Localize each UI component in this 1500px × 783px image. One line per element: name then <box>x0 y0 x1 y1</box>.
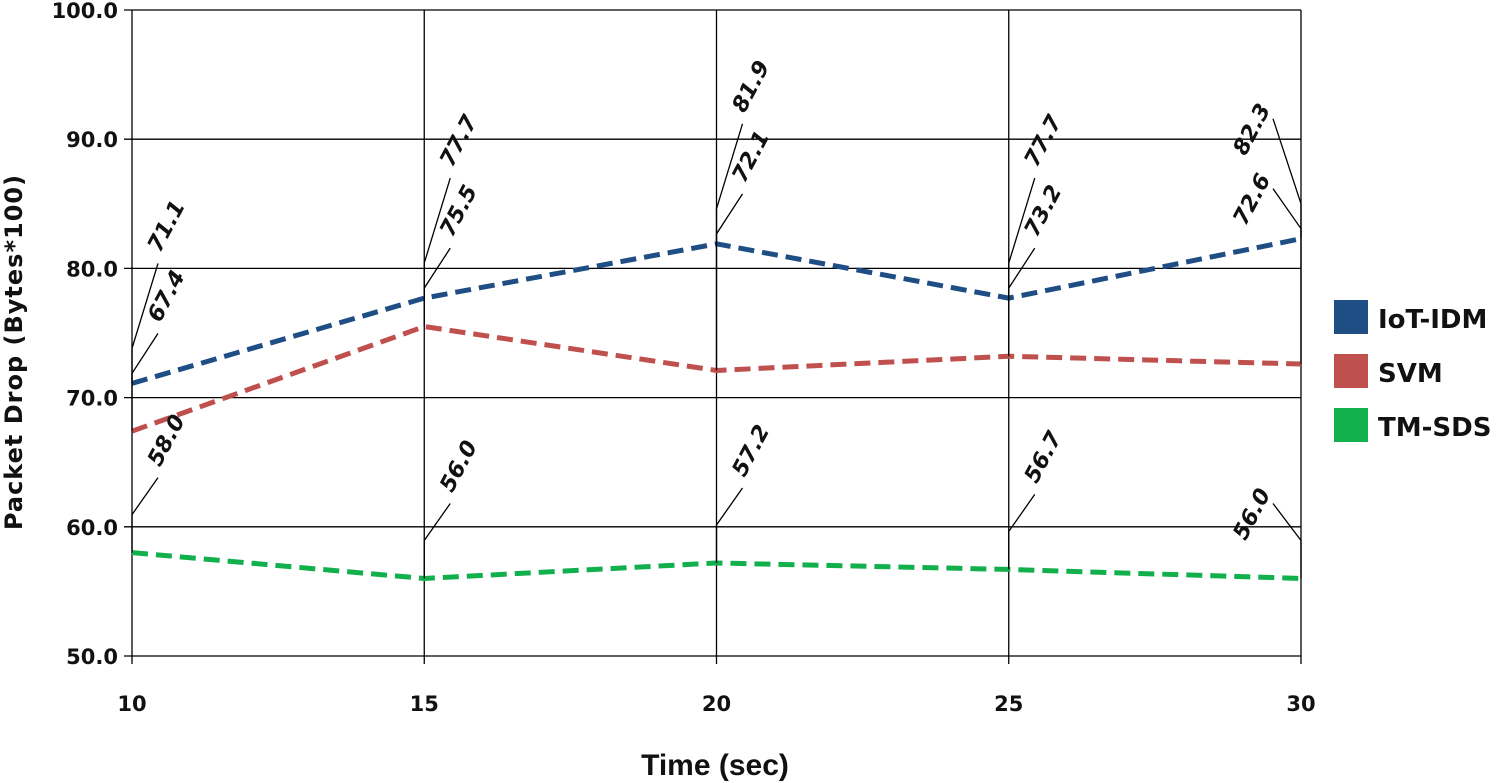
data-label-iot-idm: 77.7 <box>1020 111 1068 171</box>
y-tick-label: 100.0 <box>52 0 118 23</box>
data-label-svm: 73.2 <box>1020 181 1068 241</box>
data-label-tm-sds: 56.0 <box>435 437 483 497</box>
data-label-leader <box>1008 177 1036 299</box>
legend-swatch-iot-idm <box>1334 300 1368 334</box>
data-label-leader <box>423 177 451 299</box>
data-label-leader <box>1272 503 1302 579</box>
data-label-iot-idm: 82.3 <box>1229 100 1277 160</box>
data-label-svm: 67.4 <box>143 267 191 327</box>
y-tick-label: 70.0 <box>66 387 118 411</box>
data-label-leader <box>715 193 744 371</box>
legend-swatch-tm-sds <box>1334 408 1368 442</box>
data-label-tm-sds: 56.0 <box>1229 485 1277 545</box>
data-label-leader <box>1272 118 1302 239</box>
data-label-leader <box>131 263 159 384</box>
data-label-tm-sds: 57.2 <box>728 421 776 481</box>
data-label-svm: 72.6 <box>1229 170 1277 230</box>
legend-swatch-svm <box>1334 354 1368 388</box>
data-label-iot-idm: 77.7 <box>435 111 483 171</box>
data-label-leader <box>1272 188 1302 365</box>
data-label-leader <box>1008 247 1036 357</box>
legend: IoT-IDM SVM TM-SDS <box>1334 300 1491 443</box>
data-label-leader <box>131 333 159 432</box>
y-axis-title: Packet Drop (Bytes*100) <box>0 174 28 530</box>
data-label-tm-sds: 58.0 <box>143 411 191 471</box>
data-label-iot-idm: 81.9 <box>728 57 776 117</box>
data-label-leader <box>715 487 744 563</box>
x-tick-label: 30 <box>1286 692 1315 716</box>
data-label-leader <box>423 503 451 579</box>
y-tick-label: 60.0 <box>66 516 118 540</box>
data-label-leader <box>423 247 451 327</box>
axes: Time (sec) Packet Drop (Bytes*100) 50.0 6… <box>0 0 1316 782</box>
legend-label-tm-sds: TM-SDS <box>1378 413 1491 443</box>
data-label-leader <box>1008 494 1036 570</box>
x-tick-label: 20 <box>702 692 731 716</box>
x-tick-label: 10 <box>117 692 146 716</box>
data-label-svm: 72.1 <box>728 127 776 187</box>
legend-label-svm: SVM <box>1378 359 1443 389</box>
x-tick-label: 25 <box>994 692 1023 716</box>
data-label-iot-idm: 71.1 <box>143 197 191 257</box>
data-label-tm-sds: 56.7 <box>1020 427 1068 487</box>
data-label-svm: 75.5 <box>435 181 483 241</box>
x-axis-title: Time (sec) <box>641 749 789 782</box>
legend-label-iot-idm: IoT-IDM <box>1378 305 1487 335</box>
y-tick-label: 80.0 <box>66 257 118 281</box>
data-label-leader <box>715 123 744 244</box>
data-label-leader <box>131 477 159 553</box>
x-tick-label: 15 <box>410 692 439 716</box>
y-tick-label: 90.0 <box>66 128 118 152</box>
y-tick-label: 50.0 <box>66 645 118 669</box>
